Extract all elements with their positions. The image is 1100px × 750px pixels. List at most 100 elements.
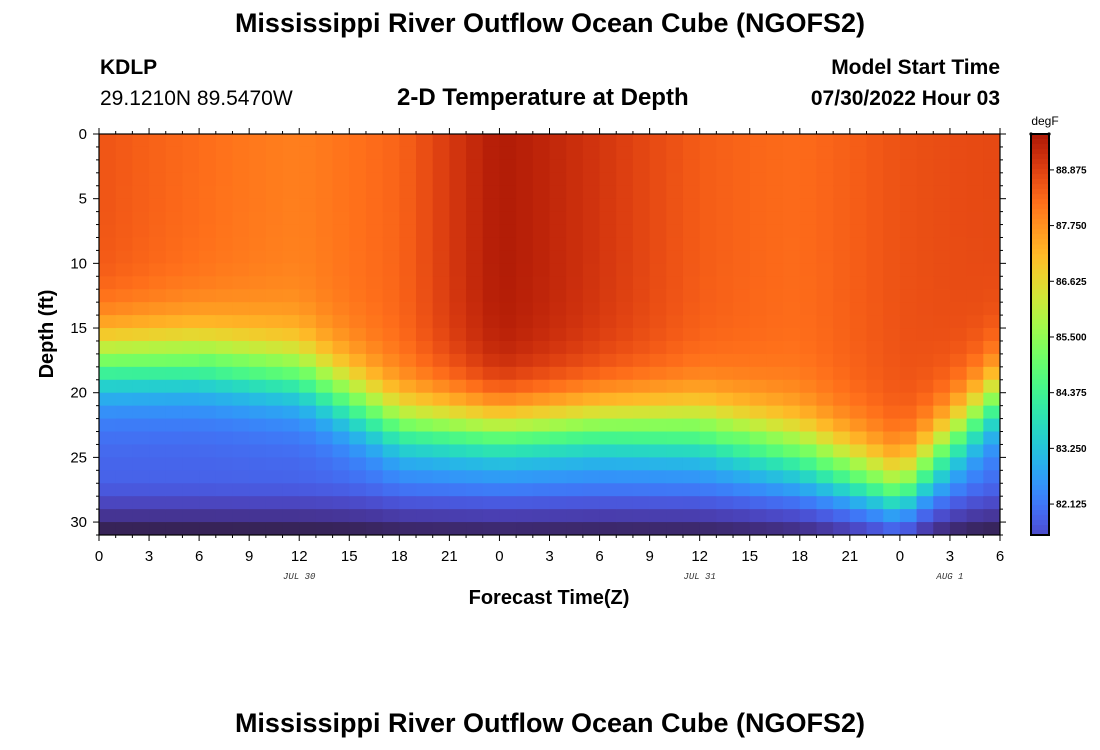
heatmap-cell — [466, 431, 484, 446]
heatmap-cell — [766, 379, 784, 394]
heatmap-cell — [165, 405, 184, 420]
heatmap-cell — [232, 405, 250, 420]
heatmap-cell — [332, 340, 350, 355]
heatmap-cell — [716, 496, 734, 510]
heatmap-cell — [449, 509, 467, 523]
heatmap-cell — [99, 146, 117, 161]
colorbar-segment — [1031, 134, 1049, 140]
heatmap-cell — [899, 263, 918, 277]
heatmap-cell — [866, 198, 884, 213]
heatmap-cell — [332, 457, 350, 471]
x-tick-label: 21 — [441, 548, 458, 565]
heatmap-cell — [699, 315, 717, 329]
heatmap-cell — [265, 483, 284, 497]
heatmap-cell — [232, 522, 250, 535]
heatmap-cell — [582, 315, 601, 329]
heatmap-cell — [699, 328, 717, 342]
heatmap-cell — [933, 263, 951, 277]
heatmap-cell — [432, 159, 450, 174]
heatmap-cell — [566, 289, 584, 303]
heatmap-cell — [849, 263, 868, 277]
heatmap-cell — [432, 418, 450, 433]
colorbar-segment — [1031, 149, 1049, 155]
heatmap-cell — [482, 289, 501, 303]
heatmap-cell — [299, 185, 317, 200]
heatmap-cell — [299, 289, 317, 303]
heatmap-cell — [816, 250, 834, 264]
heatmap-cell — [249, 276, 267, 290]
heatmap-cell — [783, 224, 801, 239]
heatmap-cell — [516, 418, 534, 433]
heatmap-cell — [232, 134, 250, 148]
heatmap-cell — [816, 509, 834, 523]
heatmap-cell — [866, 172, 884, 187]
heatmap-cell — [449, 470, 467, 484]
heatmap-cell — [916, 185, 934, 200]
heatmap-cell — [949, 470, 968, 484]
heatmap-cell — [816, 431, 834, 446]
heatmap-cell — [182, 379, 200, 394]
heatmap-cell — [866, 496, 884, 510]
heatmap-cell — [299, 418, 317, 433]
heatmap-cell — [699, 431, 717, 446]
heatmap-cell — [282, 211, 300, 226]
heatmap-cell — [833, 470, 851, 484]
heatmap-cell — [966, 198, 984, 213]
heatmap-cell — [132, 483, 150, 497]
heatmap-cell — [716, 134, 734, 148]
heatmap-cell — [883, 172, 901, 187]
heatmap-cell — [482, 431, 501, 446]
heatmap-cell — [332, 522, 350, 535]
heatmap-cell — [666, 250, 684, 264]
heatmap-cell — [816, 328, 834, 342]
heatmap-cell — [382, 379, 400, 394]
heatmap-cell — [899, 172, 918, 187]
heatmap-cell — [566, 431, 584, 446]
heatmap-cell — [883, 211, 901, 226]
heatmap-cell — [482, 185, 501, 200]
heatmap-cell — [733, 289, 751, 303]
heatmap-cell — [99, 509, 117, 523]
heatmap-cell — [215, 379, 234, 394]
heatmap-cell — [699, 457, 717, 471]
heatmap-cell — [966, 379, 984, 394]
heatmap-cell — [549, 185, 567, 200]
heatmap-cell — [599, 185, 617, 200]
heatmap-cell — [716, 522, 734, 535]
heatmap-cell — [749, 172, 768, 187]
heatmap-cell — [666, 224, 684, 239]
heatmap-cell — [182, 366, 200, 381]
heatmap-cell — [182, 418, 200, 433]
heatmap-cell — [165, 198, 184, 213]
heatmap-cell — [365, 315, 384, 329]
heatmap-cell — [382, 289, 400, 303]
heatmap-cell — [766, 185, 784, 200]
colorbar-segment — [1031, 424, 1049, 431]
heatmap-cell — [365, 185, 384, 200]
heatmap-cell — [866, 224, 884, 239]
heatmap-cell — [149, 431, 167, 446]
heatmap-cell — [299, 134, 317, 148]
heatmap-cell — [949, 496, 968, 510]
heatmap-cell — [365, 328, 384, 342]
heatmap-cell — [699, 392, 717, 407]
colorbar-segment — [1031, 279, 1049, 285]
heatmap-cell — [833, 444, 851, 458]
heatmap-cell — [165, 392, 184, 407]
heatmap-cell — [232, 444, 250, 458]
colorbar-segment — [1031, 504, 1049, 511]
heatmap-cell — [332, 198, 350, 213]
heatmap-cell — [616, 431, 634, 446]
heatmap-cell — [699, 289, 717, 303]
heatmap-cell — [582, 392, 601, 407]
heatmap-cell — [816, 172, 834, 187]
heatmap-cell — [332, 405, 350, 420]
colorbar-segment — [1031, 164, 1049, 170]
heatmap-cell — [265, 366, 284, 381]
colorbar-segment — [1031, 459, 1049, 466]
heatmap-cell — [165, 263, 184, 277]
heatmap-cell — [132, 405, 150, 420]
heatmap-cell — [799, 263, 818, 277]
heatmap-cell — [382, 224, 400, 239]
heatmap-cell — [532, 211, 551, 226]
